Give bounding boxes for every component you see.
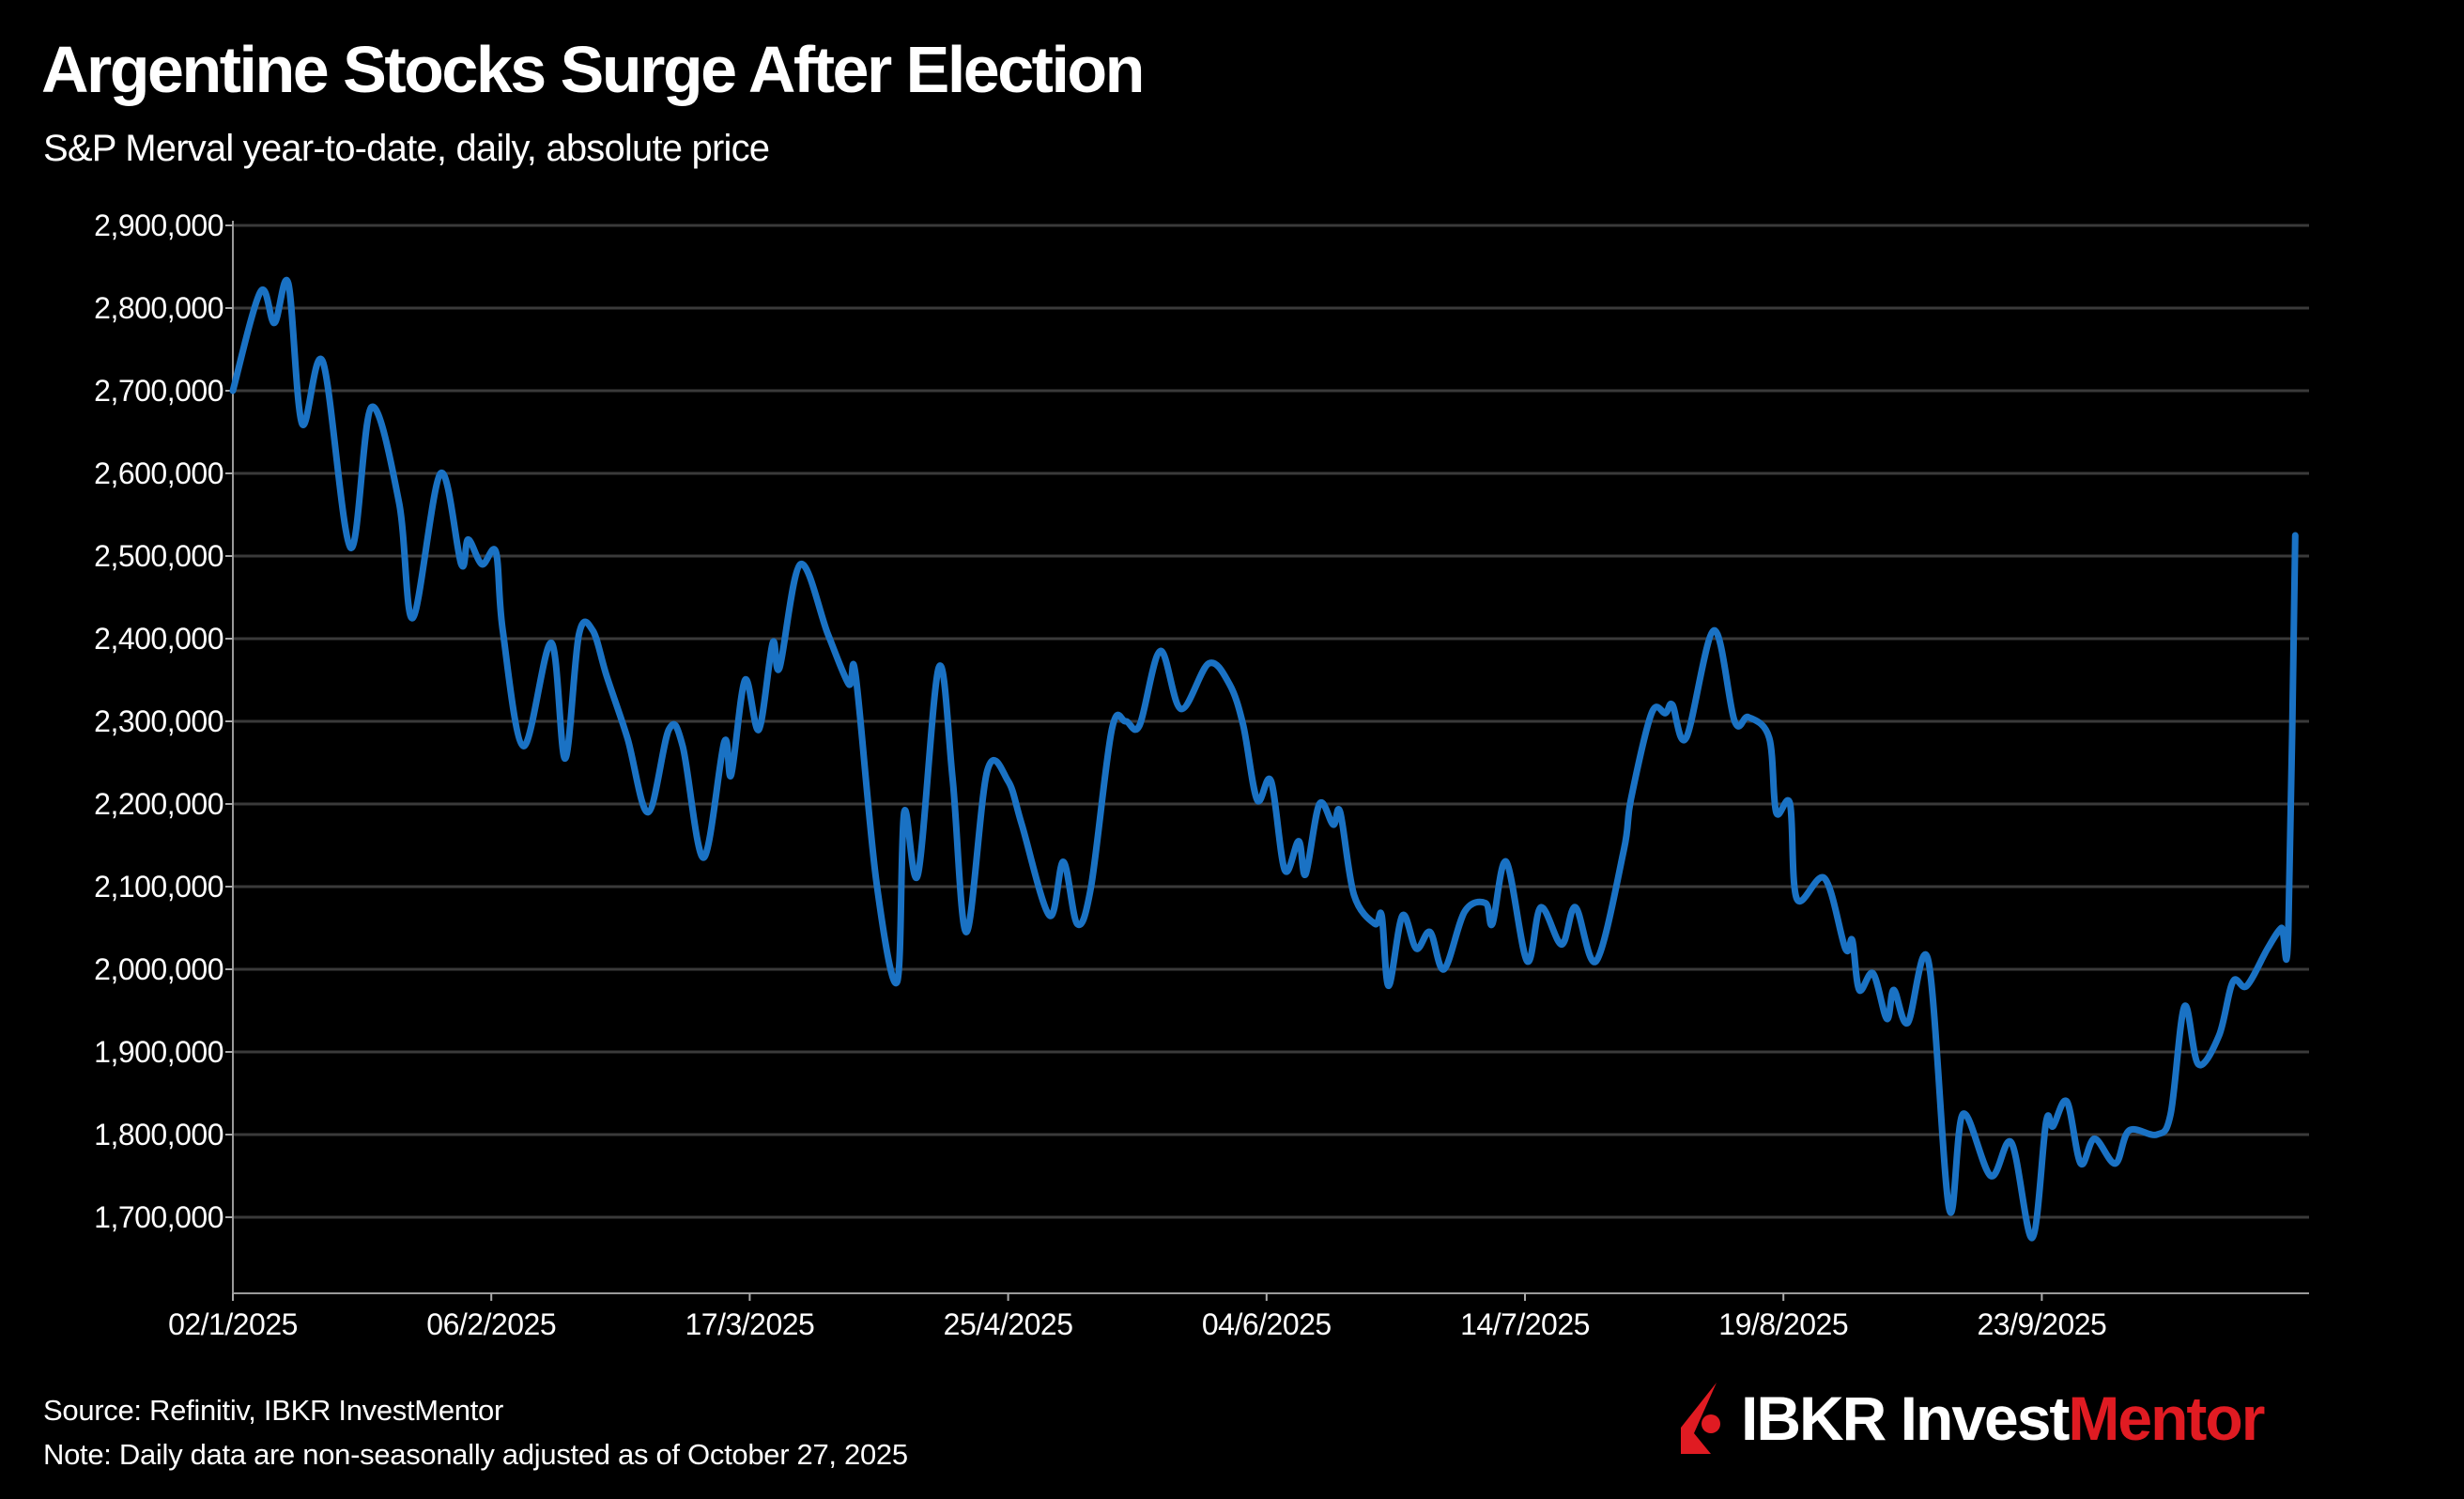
y-tick-label: 2,000,000: [94, 952, 223, 986]
y-tick-label: 2,900,000: [94, 209, 223, 242]
x-tick-label: 17/3/2025: [685, 1307, 814, 1341]
chart-subtitle: S&P Merval year-to-date, daily, absolute…: [43, 128, 770, 169]
x-tick-label: 25/4/2025: [944, 1307, 1073, 1341]
y-tick-label: 2,800,000: [94, 291, 223, 325]
data-note: Note: Daily data are non-seasonally adju…: [43, 1438, 908, 1471]
y-tick-label: 2,300,000: [94, 704, 223, 738]
y-tick-label: 2,400,000: [94, 622, 223, 656]
y-tick-label: 1,700,000: [94, 1200, 223, 1234]
y-tick-label: 2,500,000: [94, 539, 223, 573]
ibkr-investmentor-logo: IBKR Invest Mentor: [1681, 1381, 2265, 1456]
x-tick-label: 23/9/2025: [1977, 1307, 2106, 1341]
x-tick-label: 04/6/2025: [1202, 1307, 1332, 1341]
y-axis-ticks: 2,900,000 2,800,000 2,700,000 2,600,000 2,50…: [94, 209, 233, 1234]
x-tick-label: 14/7/2025: [1460, 1307, 1590, 1341]
logo-text-mentor: Mentor: [2068, 1383, 2265, 1453]
x-tick-label: 02/1/2025: [168, 1307, 298, 1341]
y-tick-label: 1,800,000: [94, 1118, 223, 1151]
y-tick-label: 2,200,000: [94, 787, 223, 821]
axes: [232, 221, 2309, 1294]
ibkr-logo-icon: [1681, 1383, 1720, 1454]
y-tick-label: 1,900,000: [94, 1035, 223, 1069]
source-note: Source: Refinitiv, IBKR InvestMentor: [43, 1394, 503, 1427]
y-tick-label: 2,600,000: [94, 456, 223, 490]
x-tick-label: 19/8/2025: [1718, 1307, 1848, 1341]
series-line-merval: [229, 276, 2299, 1242]
x-axis-ticks: 02/1/2025 06/2/2025 17/3/2025 25/4/2025 04/6…: [168, 1293, 2107, 1341]
chart-title: Argentine Stocks Surge After Election: [41, 33, 1145, 106]
logo-text-ibkr-invest: IBKR Invest: [1741, 1383, 2070, 1453]
gridlines: [233, 224, 2309, 1219]
y-tick-label: 2,700,000: [94, 374, 223, 408]
y-tick-label: 2,100,000: [94, 870, 223, 904]
x-tick-label: 06/2/2025: [426, 1307, 556, 1341]
